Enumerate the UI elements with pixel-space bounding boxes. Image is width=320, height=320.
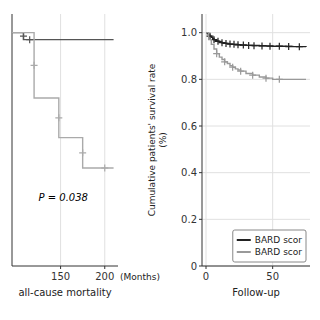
x-tick — [272, 266, 273, 269]
grid-line — [272, 14, 273, 266]
x-tick-label: 0 — [203, 271, 209, 282]
grid-line — [104, 14, 105, 266]
censor-mark — [229, 64, 236, 71]
censor-mark — [219, 39, 226, 46]
censor-mark — [213, 50, 220, 57]
censor-mark — [259, 42, 266, 49]
censor-mark — [207, 33, 214, 40]
x-tick-label: 150 — [51, 271, 70, 282]
grid-line — [202, 266, 310, 267]
legend-box — [233, 230, 306, 262]
panel: 0 50 0 0.2 0.4 0.6 0.8 1.0 Follow-up Cumulative p… — [147, 14, 310, 298]
legend-swatch — [237, 251, 251, 253]
x-axis-line — [202, 266, 310, 267]
censor-mark — [79, 149, 86, 156]
y-tick — [199, 126, 202, 127]
censor-mark — [276, 43, 283, 50]
y-tick-label: 1.0 — [181, 27, 197, 38]
censor-mark — [237, 68, 244, 75]
y-tick-label: 0.4 — [181, 167, 197, 178]
censor-mark — [251, 42, 258, 49]
y-tick — [199, 172, 202, 173]
legend-swatch — [237, 239, 251, 241]
grid-line — [202, 126, 310, 127]
y-tick-label: 0.8 — [181, 74, 197, 85]
x-axis-line — [12, 266, 118, 267]
censor-mark — [263, 75, 270, 82]
censor-mark — [101, 165, 108, 172]
x-tick — [206, 266, 207, 269]
y-tick-label: 0 — [191, 261, 197, 272]
y-axis-label: Cumulative patients' survival rate — [147, 63, 157, 216]
censor-mark — [215, 38, 222, 45]
x-tick — [104, 266, 105, 269]
survival-curve — [12, 33, 114, 168]
legend-label: BARD scor — [255, 247, 303, 257]
annotation: P = 0.038 — [39, 192, 88, 203]
y-tick-label: 0.2 — [181, 214, 197, 225]
censor-mark — [55, 114, 62, 121]
y-tick — [199, 266, 202, 267]
chart-root: 150 200 all-cause mortality P = 0.038 (Month… — [0, 0, 320, 320]
survival-curve — [206, 33, 306, 47]
plot-area — [12, 33, 114, 172]
grid-line — [60, 14, 61, 266]
censor-mark — [296, 43, 303, 50]
plot-area — [206, 33, 306, 83]
censor-mark — [285, 43, 292, 50]
x-tick-label: 200 — [95, 271, 114, 282]
censor-mark — [26, 36, 33, 43]
x-axis-label: all-cause mortality — [18, 287, 111, 298]
x-tick — [60, 266, 61, 269]
survival-curve — [206, 33, 306, 80]
censor-mark — [20, 33, 27, 40]
survival-curve — [12, 33, 114, 40]
x-tick-label: 50 — [266, 271, 279, 282]
y-axis-line — [12, 14, 13, 266]
censor-mark — [249, 72, 256, 79]
y-axis-line — [202, 14, 203, 266]
censor-mark — [221, 58, 228, 65]
legend-label: BARD scor — [255, 235, 303, 245]
y-axis-label: (%) — [158, 132, 168, 148]
censor-mark — [276, 76, 283, 83]
axis-unit-label: (Months) — [120, 272, 160, 282]
grid-line — [202, 219, 310, 220]
y-tick — [199, 219, 202, 220]
legend: BARD scor BARD scor — [233, 230, 306, 262]
y-tick — [199, 79, 202, 80]
censor-mark — [223, 40, 230, 47]
grid-line — [202, 32, 310, 33]
grid-line — [206, 14, 207, 266]
x-axis-label: Follow-up — [232, 287, 280, 298]
y-tick-label: 0.6 — [181, 121, 197, 132]
grid-line — [202, 172, 310, 173]
panel: 150 200 all-cause mortality P = 0.038 (Month… — [12, 14, 160, 298]
y-tick — [199, 32, 202, 33]
censor-mark — [267, 43, 274, 50]
censor-mark — [31, 62, 38, 69]
